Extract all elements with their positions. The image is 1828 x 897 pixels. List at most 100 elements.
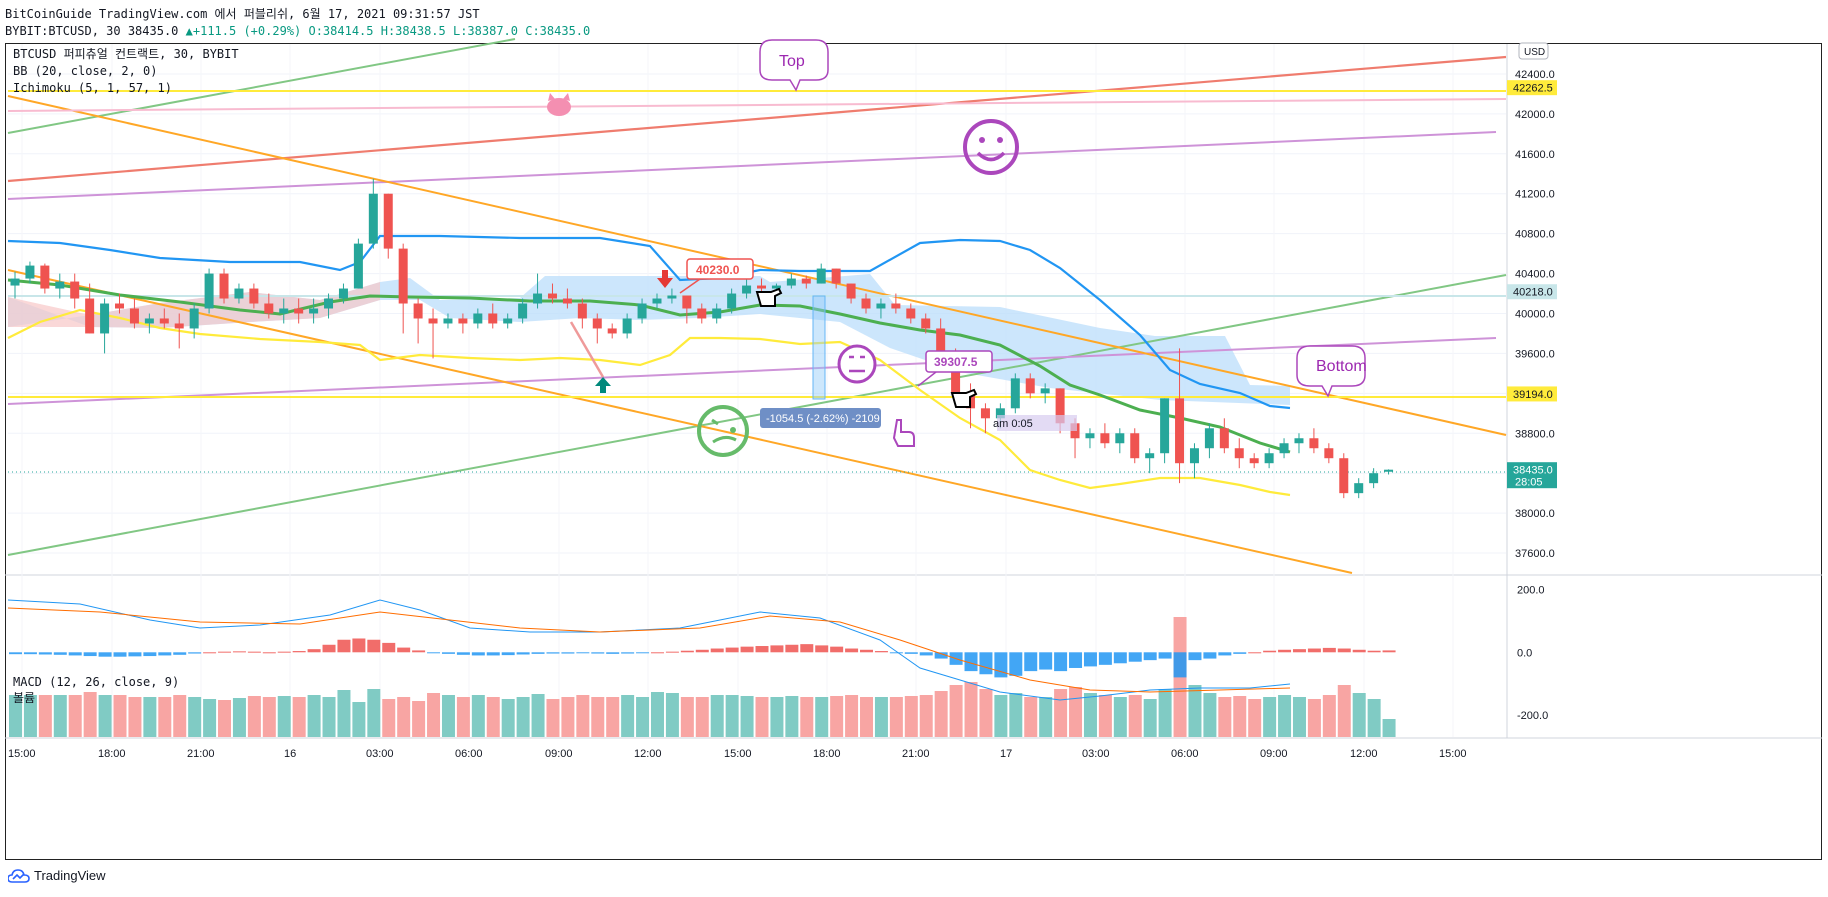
macd-hist-bar — [934, 652, 948, 659]
macd-hist-bar — [621, 652, 635, 654]
candle — [876, 298, 886, 319]
macd-hist-bar — [38, 652, 52, 655]
macd-hist-bar — [606, 652, 620, 654]
candle — [428, 308, 438, 359]
candle — [1189, 443, 1199, 479]
candle-body — [1249, 458, 1259, 464]
candle-body — [533, 293, 543, 304]
macd-hist-bar — [516, 652, 530, 655]
candle-body — [174, 323, 184, 329]
candle — [682, 295, 692, 324]
candle — [861, 293, 871, 314]
volume-bar — [456, 697, 470, 737]
volume-bar — [904, 696, 918, 737]
macd-hist-bar — [1113, 652, 1127, 664]
macd-hist-bar — [262, 652, 276, 654]
candle — [518, 298, 528, 324]
candle-body — [771, 285, 781, 289]
candle-body — [592, 318, 602, 329]
legend-volume[interactable]: 볼륨 — [13, 691, 36, 705]
candle — [1384, 469, 1394, 475]
volume-bar — [486, 697, 500, 737]
candle-body — [547, 293, 557, 299]
candle-body — [936, 328, 946, 354]
candle-body — [503, 318, 513, 324]
candle-body — [742, 285, 752, 294]
volume-bar — [710, 695, 724, 737]
time-tick-label: 18:00 — [98, 748, 126, 760]
volume-bar — [173, 695, 187, 737]
volume-bar — [203, 699, 217, 737]
volume-bar — [382, 699, 396, 737]
candle — [533, 273, 543, 309]
volume-bar — [277, 696, 291, 737]
legend-bb[interactable]: BB (20, close, 2, 0) — [13, 64, 158, 78]
callout-price-high: 40230.0 — [696, 263, 740, 277]
candle-body — [100, 303, 110, 334]
candle-body — [10, 278, 20, 286]
volume-bar — [1128, 695, 1142, 737]
volume-bar — [218, 700, 232, 737]
candle — [547, 283, 557, 304]
arrow-down-icon — [657, 270, 673, 288]
macd-hist-bar — [173, 652, 187, 655]
macd-hist-bar — [337, 639, 351, 653]
volume-bar — [501, 699, 515, 737]
volume-bar — [1352, 693, 1366, 737]
candle — [1145, 448, 1155, 474]
macd-hist-bar — [397, 647, 411, 653]
up-arrow-icon: ▲ — [185, 24, 193, 38]
face-mouth — [976, 151, 1006, 162]
pointing-hand-icon — [755, 287, 783, 307]
candle — [921, 313, 931, 334]
candle — [1249, 453, 1259, 469]
volume-bar — [471, 695, 485, 737]
macd-hist-bar — [158, 652, 172, 656]
candle-body — [264, 303, 274, 314]
candle — [1175, 348, 1185, 484]
volume-bar — [1083, 693, 1097, 737]
candle — [398, 243, 408, 334]
price-tick-label: 41200.0 — [1515, 189, 1555, 201]
cat-ears — [548, 93, 570, 101]
candle — [906, 303, 916, 324]
candle-body — [338, 288, 348, 299]
volume-bar — [740, 696, 754, 737]
price-tick-label: 39600.0 — [1515, 348, 1555, 360]
legend-macd[interactable]: MACD (12, 26, close, 9) — [13, 675, 180, 689]
macd-hist-bar — [1382, 650, 1396, 653]
candle-body — [1100, 433, 1110, 444]
volume-bar — [979, 689, 993, 737]
candle-body — [85, 298, 95, 334]
candle — [458, 313, 468, 334]
candle-body — [622, 318, 632, 334]
speech-bubble-top — [759, 39, 829, 92]
candle — [159, 308, 169, 329]
pointer-line — [569, 321, 605, 378]
candle — [1234, 438, 1244, 469]
candle-body — [786, 278, 796, 286]
volume-bar — [1143, 699, 1157, 737]
legend-ichimoku[interactable]: Ichimoku (5, 1, 57, 1) — [13, 81, 172, 95]
volume-bar — [1098, 695, 1112, 737]
volume-bar — [1292, 697, 1306, 737]
candle — [577, 298, 587, 329]
candle-body — [1010, 378, 1020, 409]
face-eye — [730, 427, 736, 433]
volume-bar — [158, 697, 172, 737]
candle-body — [204, 273, 214, 309]
tradingview-logo[interactable]: TradingView — [8, 868, 106, 883]
candle — [85, 283, 95, 334]
chart-frame[interactable] — [5, 43, 1822, 860]
candle — [801, 275, 811, 289]
macd-hist-bar — [994, 652, 1008, 678]
candle — [55, 273, 65, 299]
candle-body — [1234, 448, 1244, 459]
macd-hist-bar — [740, 646, 754, 653]
volume-bar — [561, 697, 575, 737]
candle-body — [55, 281, 65, 289]
callout-pointer — [917, 371, 937, 387]
macd-hist-bar — [695, 649, 709, 653]
candle-body — [1324, 448, 1334, 459]
